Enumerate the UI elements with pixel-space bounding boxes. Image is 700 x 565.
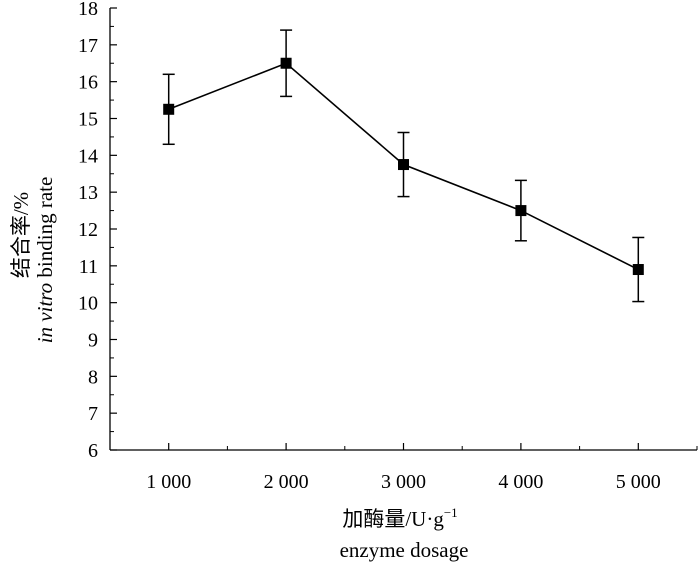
y-axis-title-italic: in vitro	[33, 283, 57, 343]
y-tick-label: 16	[78, 72, 98, 94]
data-point	[632, 264, 644, 276]
tick-labels: 6 7 8 9 10 11 12 13 14 15 16 17 18 1 000 2 000 3 000 4 0…	[78, 0, 661, 493]
y-axis-title-rest: binding rate	[33, 177, 57, 283]
data-point	[163, 103, 175, 115]
y-tick-label: 17	[78, 35, 98, 57]
x-axis-title-main: 加酶量/U·g	[342, 507, 444, 531]
y-axis-title-cn: 结合率/%	[9, 192, 33, 278]
data-point	[398, 159, 409, 171]
y-axis-title-en: in vitro binding rate	[33, 177, 57, 344]
y-tick-label: 6	[88, 440, 98, 462]
data-point	[280, 57, 292, 69]
data-point	[515, 205, 527, 217]
y-tick-label: 13	[78, 182, 98, 204]
x-tick-label: 4 000	[498, 471, 543, 493]
y-tick-label: 8	[88, 366, 98, 388]
x-tick-label: 5 000	[616, 471, 661, 493]
x-tick-label: 2 000	[264, 471, 309, 493]
y-tick-label: 11	[79, 256, 98, 278]
x-axis-title-en: enzyme dosage	[340, 538, 469, 562]
x-tick-label: 3 000	[381, 471, 426, 493]
y-tick-label: 7	[88, 403, 98, 425]
y-tick-label: 9	[88, 330, 98, 352]
series-group	[162, 29, 645, 303]
x-tick-label: 1 000	[146, 471, 191, 493]
x-axis-title-sup: −1	[444, 505, 458, 520]
x-axis-title-cn: 加酶量/U·g−1	[342, 505, 457, 531]
y-tick-label: 12	[78, 219, 98, 241]
y-tick-label: 15	[78, 109, 98, 131]
y-tick-label: 14	[78, 145, 98, 167]
y-tick-label: 10	[78, 293, 98, 315]
axes	[109, 7, 698, 451]
y-tick-label: 18	[78, 0, 98, 20]
